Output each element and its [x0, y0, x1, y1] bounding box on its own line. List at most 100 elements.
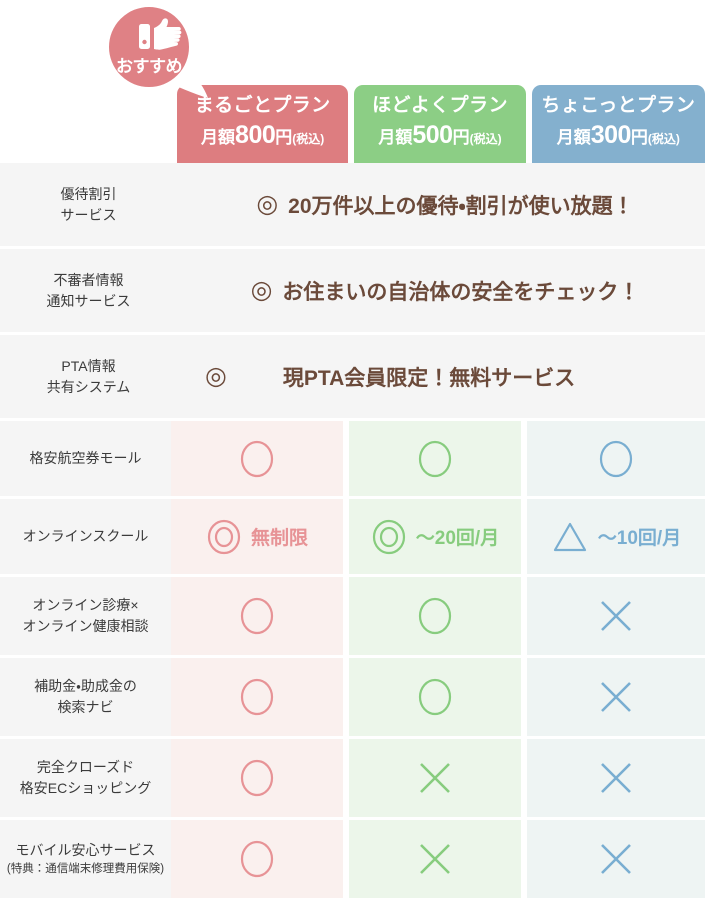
- table-row: 不審者情報 通知サービス ◎ お住まいの自治体の安全をチェック！: [0, 249, 705, 332]
- row-label-line1: オンライン診療×: [32, 597, 139, 613]
- row-cells: [171, 739, 705, 817]
- plan-price-amount: 500: [412, 120, 453, 149]
- row-label-line1: オンラインスクール: [22, 528, 149, 544]
- row-label-line1: 不審者情報: [53, 271, 124, 288]
- cell-value: ～10回/月: [551, 519, 681, 555]
- cross-icon: [601, 682, 631, 712]
- plan-price-unit: 円: [452, 127, 470, 147]
- plan-header-hodoyoku[interactable]: ほどよくプラン 月額500円(税込): [354, 85, 526, 163]
- cross-icon: [420, 763, 450, 793]
- cell-hodoyoku: [349, 739, 521, 817]
- row-label: 完全クローズド 格安ECショッピング: [0, 739, 171, 817]
- plan-header-marugoto[interactable]: まるごとプラン 月額800円(税込): [177, 85, 349, 163]
- circle-icon: [240, 597, 274, 635]
- circle-icon: [240, 759, 274, 797]
- cell-note: ～10回/月: [597, 528, 682, 549]
- plan-price-prefix: 月額: [556, 127, 591, 147]
- thumbs-up-icon: [139, 18, 182, 50]
- table-row: オンライン診療× オンライン健康相談: [0, 577, 705, 655]
- recommended-badge: おすすめ: [104, 2, 216, 106]
- cell-marugoto: [171, 739, 343, 817]
- merged-cell: ◎ 現PTA会員限定！無料サービス: [177, 335, 705, 418]
- plan-price-tax: (税込): [292, 131, 325, 146]
- row-label-line2: 格安ECショッピング: [19, 780, 152, 796]
- row-label: 格安航空券モール: [0, 421, 171, 496]
- cross-icon: [601, 763, 631, 793]
- table-row: オンラインスクール 無制限: [0, 499, 705, 574]
- row-label-line2: サービス: [60, 206, 117, 223]
- cell-chokotto: [527, 658, 705, 736]
- row-label: 不審者情報 通知サービス: [0, 249, 177, 332]
- plan-price-unit: 円: [630, 127, 648, 147]
- circle-icon: [240, 840, 274, 878]
- plan-header-chokotto[interactable]: ちょこっとプラン 月額300円(税込): [531, 85, 705, 163]
- merged-cell-text: 20万件以上の優待・割引が使い放題！: [288, 194, 634, 218]
- plan-price-tax: (税込): [647, 131, 680, 146]
- merged-cell: ◎ お住まいの自治体の安全をチェック！: [177, 249, 705, 332]
- cell-marugoto: [171, 658, 343, 736]
- row-cells: [171, 577, 705, 655]
- row-label: オンライン診療× オンライン健康相談: [0, 577, 171, 655]
- merged-cell: ◎ 20万件以上の優待・割引が使い放題！: [177, 163, 705, 246]
- row-label: オンラインスクール: [0, 499, 171, 574]
- row-label: 補助金・助成金の 検索ナビ: [0, 658, 171, 736]
- cell-chokotto: [527, 577, 705, 655]
- plan-price: 月額800円(税込): [177, 119, 348, 153]
- circle-icon: [240, 440, 274, 477]
- circle-icon: [599, 440, 633, 477]
- row-label-line2: 共有システム: [46, 378, 131, 395]
- feature-table: 優待割引 サービス ◎ 20万件以上の優待・割引が使い放題！ 不審者情報 通知サ…: [0, 163, 705, 898]
- circle-icon: [240, 678, 274, 716]
- double-circle-icon: [207, 519, 241, 554]
- cell-hodoyoku: [349, 820, 521, 898]
- row-label-line2: 検索ナビ: [57, 699, 114, 715]
- row-label-line2: 通知サービス: [46, 292, 131, 309]
- circle-icon: [418, 597, 452, 635]
- cross-icon: [601, 601, 631, 631]
- plan-price-amount: 800: [235, 120, 276, 149]
- row-cells: 無制限 ～20回/月: [171, 499, 705, 574]
- plan-price-unit: 円: [275, 127, 293, 147]
- double-circle-icon: [372, 519, 405, 554]
- double-circle-icon: ◎: [250, 276, 273, 304]
- cell-hodoyoku: [349, 421, 521, 496]
- cell-marugoto: [171, 577, 343, 655]
- table-row: 優待割引 サービス ◎ 20万件以上の優待・割引が使い放題！: [0, 163, 705, 246]
- row-cells: [171, 421, 705, 496]
- table-row: 補助金・助成金の 検索ナビ: [0, 658, 705, 736]
- cell-hodoyoku: [349, 577, 521, 655]
- badge-label: おすすめ: [116, 57, 183, 76]
- cell-chokotto: [527, 739, 705, 817]
- cell-chokotto: [527, 820, 705, 898]
- cell-marugoto: [171, 421, 343, 496]
- cell-hodoyoku: ～20回/月: [349, 499, 521, 574]
- cell-chokotto: [527, 421, 705, 496]
- cell-chokotto: ～10回/月: [527, 499, 705, 574]
- triangle-icon: [553, 522, 586, 551]
- double-circle-icon: ◎: [205, 362, 227, 390]
- row-label-line1: 補助金・助成金の: [34, 678, 137, 694]
- cell-note: 無制限: [250, 528, 308, 549]
- row-cells: [171, 820, 705, 898]
- cell-value: 無制限: [206, 518, 308, 556]
- circle-icon: [418, 440, 452, 477]
- plan-price-prefix: 月額: [201, 127, 236, 147]
- plan-price: 月額300円(税込): [532, 119, 705, 153]
- table-row: 格安航空券モール: [0, 421, 705, 496]
- cell-note: ～20回/月: [415, 528, 500, 549]
- row-label-line1: 格安航空券モール: [29, 450, 142, 466]
- table-row: PTA情報 共有システム ◎ 現PTA会員限定！無料サービス: [0, 335, 705, 418]
- row-label: 優待割引 サービス: [0, 163, 177, 246]
- cell-marugoto: 無制限: [171, 499, 343, 574]
- plan-name: まるごとプラン: [194, 95, 331, 116]
- plan-price: 月額500円(税込): [354, 119, 525, 153]
- table-row: モバイル安心サービス (特典：通信端末修理費用保険): [0, 820, 705, 898]
- plan-headers: まるごとプラン 月額800円(税込) ほどよくプラン 月額500円(税込) ちょ…: [177, 85, 705, 163]
- row-label-line2: オンライン健康相談: [22, 618, 149, 634]
- row-label: PTA情報 共有システム: [0, 335, 177, 418]
- merged-cell-text: お住まいの自治体の安全をチェック！: [282, 280, 640, 304]
- cell-hodoyoku: [349, 658, 521, 736]
- pricing-comparison-table: おすすめ まるごとプラン 月額800円(税込) ほどよくプラン 月額500円(税…: [6, 2, 705, 898]
- merged-cell-text: 現PTA会員限定！無料サービス: [282, 366, 576, 390]
- plan-name: ほどよくプラン: [372, 95, 508, 116]
